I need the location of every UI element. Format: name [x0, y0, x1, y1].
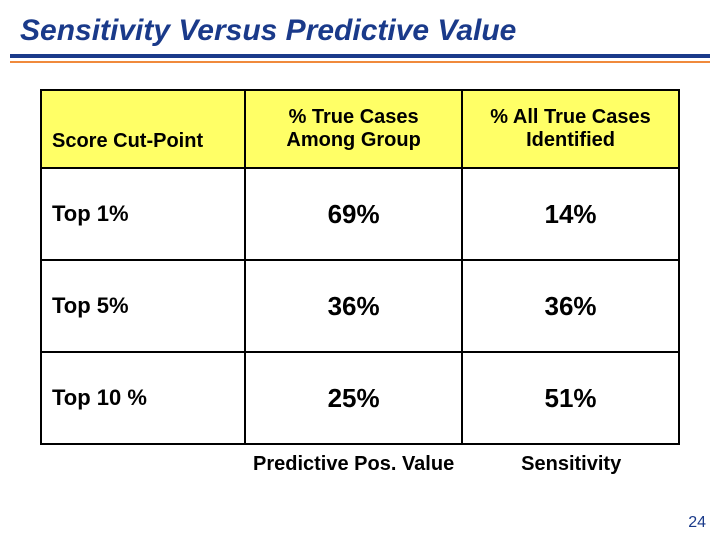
cell-value: 69%: [245, 168, 462, 260]
table-header-row: Score Cut-Point % True Cases Among Group…: [41, 90, 679, 168]
table-row: Top 5% 36% 36%: [41, 260, 679, 352]
page-number: 24: [688, 514, 706, 532]
table-container: Score Cut-Point % True Cases Among Group…: [0, 63, 720, 445]
col-header-truecases: % True Cases Among Group: [245, 90, 462, 168]
col-header-alltrue: % All True Cases Identified: [462, 90, 679, 168]
row-label: Top 5%: [41, 260, 245, 352]
cell-value: 51%: [462, 352, 679, 444]
footer-spacer: [40, 453, 245, 476]
cell-value: 36%: [462, 260, 679, 352]
col-header-cutpoint: Score Cut-Point: [41, 90, 245, 168]
data-table: Score Cut-Point % True Cases Among Group…: [40, 89, 680, 445]
divider-thick: [10, 54, 710, 58]
footer-ppv: Predictive Pos. Value: [245, 453, 463, 476]
table-row: Top 1% 69% 14%: [41, 168, 679, 260]
cell-value: 25%: [245, 352, 462, 444]
table-row: Top 10 % 25% 51%: [41, 352, 679, 444]
footer-labels: Predictive Pos. Value Sensitivity: [0, 445, 720, 476]
row-label: Top 1%: [41, 168, 245, 260]
cell-value: 36%: [245, 260, 462, 352]
row-label: Top 10 %: [41, 352, 245, 444]
footer-sensitivity: Sensitivity: [462, 453, 680, 476]
slide-title: Sensitivity Versus Predictive Value: [0, 0, 720, 54]
cell-value: 14%: [462, 168, 679, 260]
